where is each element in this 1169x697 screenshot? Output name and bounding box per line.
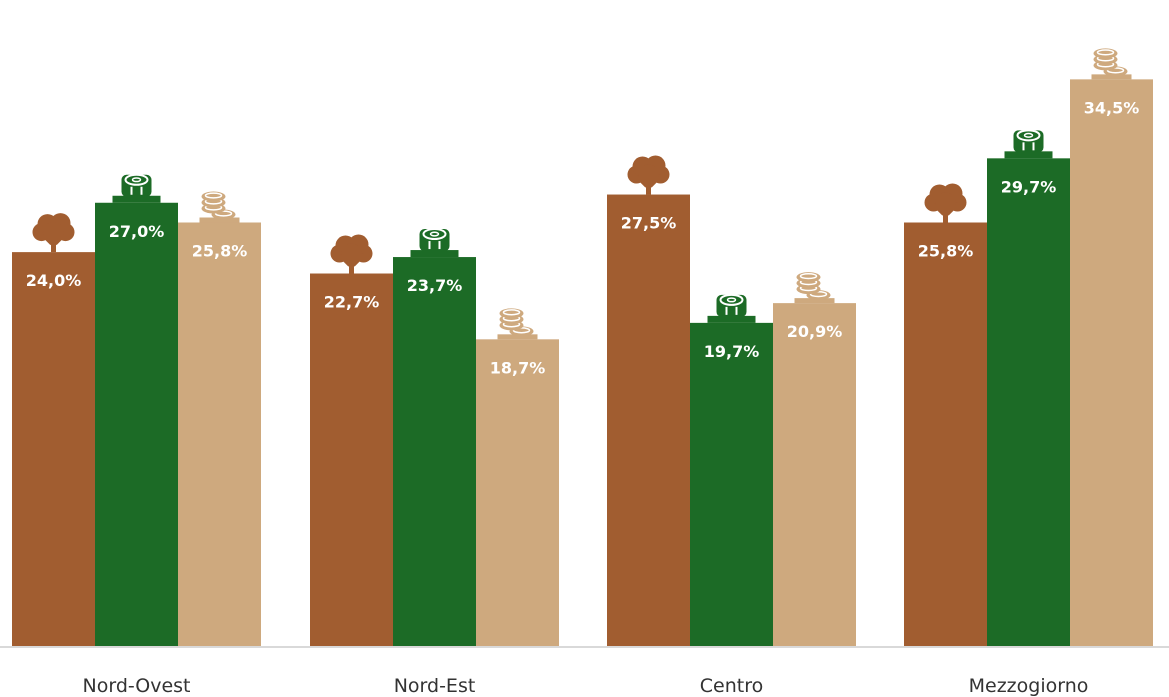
data-label: 23,7% [407,276,463,295]
category-label: Nord-Ovest [83,675,191,697]
bar-mezzogiorno-series-2 [987,158,1070,647]
data-label: 22,7% [324,293,380,312]
log-icon [1004,129,1053,159]
data-label: 29,7% [1001,177,1057,196]
tree-icon [924,183,967,223]
category-label: Nord-Est [394,675,476,697]
bar-nord-est-series-1 [310,273,393,647]
bar-nord-est-series-2 [393,257,476,647]
log-icon [112,173,161,203]
bar-centro-series-2 [690,322,773,647]
data-label: 19,7% [704,342,760,361]
coins-icon [497,308,538,340]
log-icon [410,228,459,258]
bar-centro-series-1 [607,194,690,648]
bar-mezzogiorno-series-1 [904,222,987,647]
category-label: Centro [700,675,763,697]
coins-icon [199,191,240,223]
data-label: 20,9% [787,322,843,341]
bar-nord-ovest-series-2 [95,202,178,647]
category-label: Mezzogiorno [969,675,1089,697]
coins-icon [1091,48,1132,80]
tree-icon [627,155,670,195]
data-label: 24,0% [26,271,82,290]
data-label: 25,8% [192,242,248,261]
tree-icon [330,234,373,274]
coins-icon [794,272,835,304]
data-label: 34,5% [1084,98,1140,117]
data-label: 27,0% [109,222,165,241]
bar-nord-est-series-3 [476,339,559,647]
bar-nord-ovest-series-1 [12,252,95,647]
bar-mezzogiorno-series-3 [1070,79,1153,648]
tree-icon [32,213,75,253]
log-icon [707,293,756,323]
data-label: 27,5% [621,214,677,233]
data-label: 18,7% [490,358,546,377]
bar-nord-ovest-series-3 [178,222,261,647]
data-label: 25,8% [918,242,974,261]
bar-centro-series-3 [773,303,856,647]
